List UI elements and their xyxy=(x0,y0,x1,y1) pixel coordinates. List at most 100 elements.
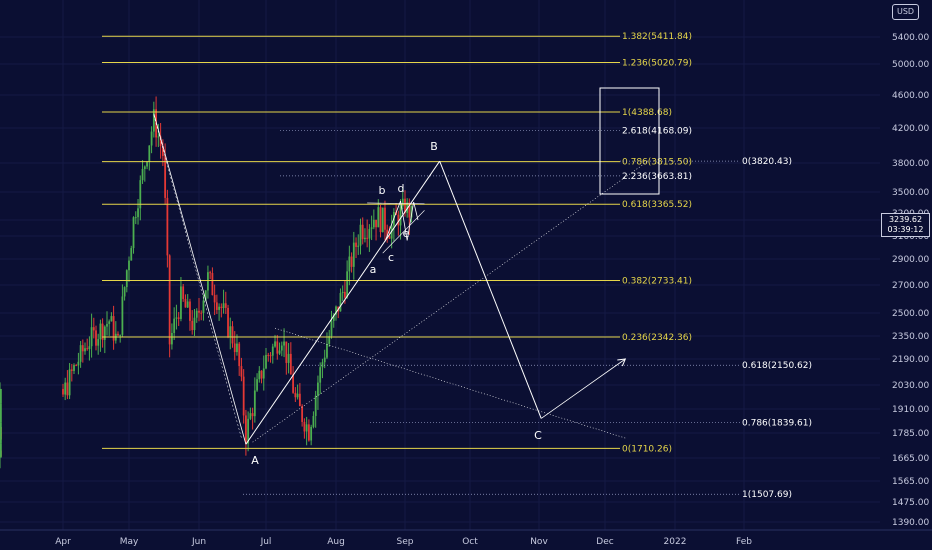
candle-body xyxy=(66,382,69,396)
candle-body xyxy=(240,366,243,377)
candle-body xyxy=(280,345,283,351)
time-axis-background xyxy=(0,530,932,550)
triangle-upper-boundary xyxy=(367,202,425,205)
time-tick-label: Jun xyxy=(191,537,206,547)
time-tick-label: Sep xyxy=(397,537,414,547)
candle-body xyxy=(184,298,187,308)
candle-body xyxy=(231,326,234,344)
price-tick-label: 2500.00 xyxy=(892,309,929,319)
wave-label-b: B xyxy=(430,140,438,153)
price-tick-label: 2030.00 xyxy=(892,381,929,391)
candle-body xyxy=(108,321,111,324)
candle-body xyxy=(204,290,207,301)
candle-body xyxy=(68,369,71,396)
candle-body xyxy=(233,343,236,353)
candle-body xyxy=(86,348,89,350)
candle-body xyxy=(253,390,256,417)
candle-body xyxy=(70,369,73,371)
candle-body xyxy=(326,343,328,358)
candle-body xyxy=(101,323,104,340)
candle-body xyxy=(242,376,245,416)
candle-body xyxy=(298,393,301,407)
candle-body xyxy=(117,333,119,336)
candle-body xyxy=(271,346,274,356)
candle-body xyxy=(171,332,173,345)
candle-body xyxy=(372,219,375,228)
target-zone-box xyxy=(599,87,660,195)
candle-body xyxy=(132,217,135,249)
candle-body xyxy=(352,242,355,267)
candle-body xyxy=(319,367,322,383)
fib-extension-label: 2.618(4168.09) xyxy=(622,127,692,137)
price-axis[interactable]: 5400.00 5000.00 4600.00 4200.00 3800.00 3500.… xyxy=(880,0,932,530)
candle-body xyxy=(375,219,377,228)
candle-body xyxy=(269,355,272,357)
candle-body xyxy=(209,272,212,274)
candle-body xyxy=(77,361,80,366)
candle-body xyxy=(125,270,128,288)
time-tick-label: 2022 xyxy=(664,537,687,547)
price-tick-label: 5400.00 xyxy=(892,33,929,43)
candle-body xyxy=(227,307,229,337)
candle-body xyxy=(310,426,313,441)
wave-line-A-to-B xyxy=(245,160,441,445)
candle-body xyxy=(321,362,324,368)
fib-extension-label: 0.618(2150.62) xyxy=(742,361,812,371)
time-tick-label: Nov xyxy=(530,537,548,547)
price-tick-label: 4200.00 xyxy=(892,124,929,134)
candle-body xyxy=(193,317,196,331)
price-tick-label: 2700.00 xyxy=(892,281,929,291)
candle-body xyxy=(164,155,167,198)
currency-selector[interactable]: USD xyxy=(892,4,920,20)
price-tick-label: 1665.00 xyxy=(892,454,929,464)
candle-body xyxy=(81,345,84,352)
candle-body xyxy=(344,291,346,298)
price-tick-label: 1910.00 xyxy=(892,405,929,415)
candle-body xyxy=(366,237,369,239)
candle-body xyxy=(236,343,238,353)
price-tick-label: 5000.00 xyxy=(892,60,929,70)
candle-body xyxy=(317,382,319,396)
candle-body xyxy=(139,180,142,209)
fib-extension-label: 0(3820.43) xyxy=(742,157,792,167)
candle-body xyxy=(0,443,2,457)
candle-body xyxy=(112,316,115,341)
candle-body xyxy=(128,260,130,271)
candle-body xyxy=(335,306,337,315)
time-axis[interactable]: Apr May Jun Jul Aug Sep Oct Nov Dec 2022 Feb xyxy=(0,529,932,550)
candle-body xyxy=(161,146,164,156)
candle-body xyxy=(285,341,288,363)
time-tick-label: Jul xyxy=(260,537,272,547)
candle-body xyxy=(274,341,276,347)
candle-body xyxy=(137,208,139,218)
candle-body xyxy=(399,206,402,226)
candle-body xyxy=(106,323,108,327)
candle-body xyxy=(328,336,331,344)
candle-body xyxy=(123,287,126,297)
candle-body xyxy=(379,207,382,233)
candle-body xyxy=(119,334,122,336)
candle-body xyxy=(0,403,2,423)
price-tick-label: 3100.00 xyxy=(892,232,929,242)
candle-body xyxy=(186,301,189,308)
candle-body xyxy=(143,166,146,170)
candle-body xyxy=(368,228,371,239)
price-tick-label: 3800.00 xyxy=(892,159,929,169)
candle-body xyxy=(260,370,263,379)
triangle-wave-line xyxy=(413,201,419,221)
fibonacci-levels: 1.382(5411.84) 1.236(5020.79) 1(4388.68) 0.… xyxy=(102,32,812,500)
current-price-tag: 3239.62 03:39:12 xyxy=(881,213,930,237)
price-tick-label: 2900.00 xyxy=(892,255,929,265)
candle-body xyxy=(175,317,178,319)
candle-body xyxy=(134,217,137,219)
candle-body xyxy=(215,302,218,310)
elliott-wave-lines: A B Ca b c d e xyxy=(153,113,649,467)
candle-body xyxy=(245,415,247,444)
candle-body xyxy=(381,207,384,233)
candle-body xyxy=(224,303,227,308)
candle-body xyxy=(229,326,232,337)
candle-body xyxy=(79,345,82,362)
candle-body xyxy=(157,136,160,138)
